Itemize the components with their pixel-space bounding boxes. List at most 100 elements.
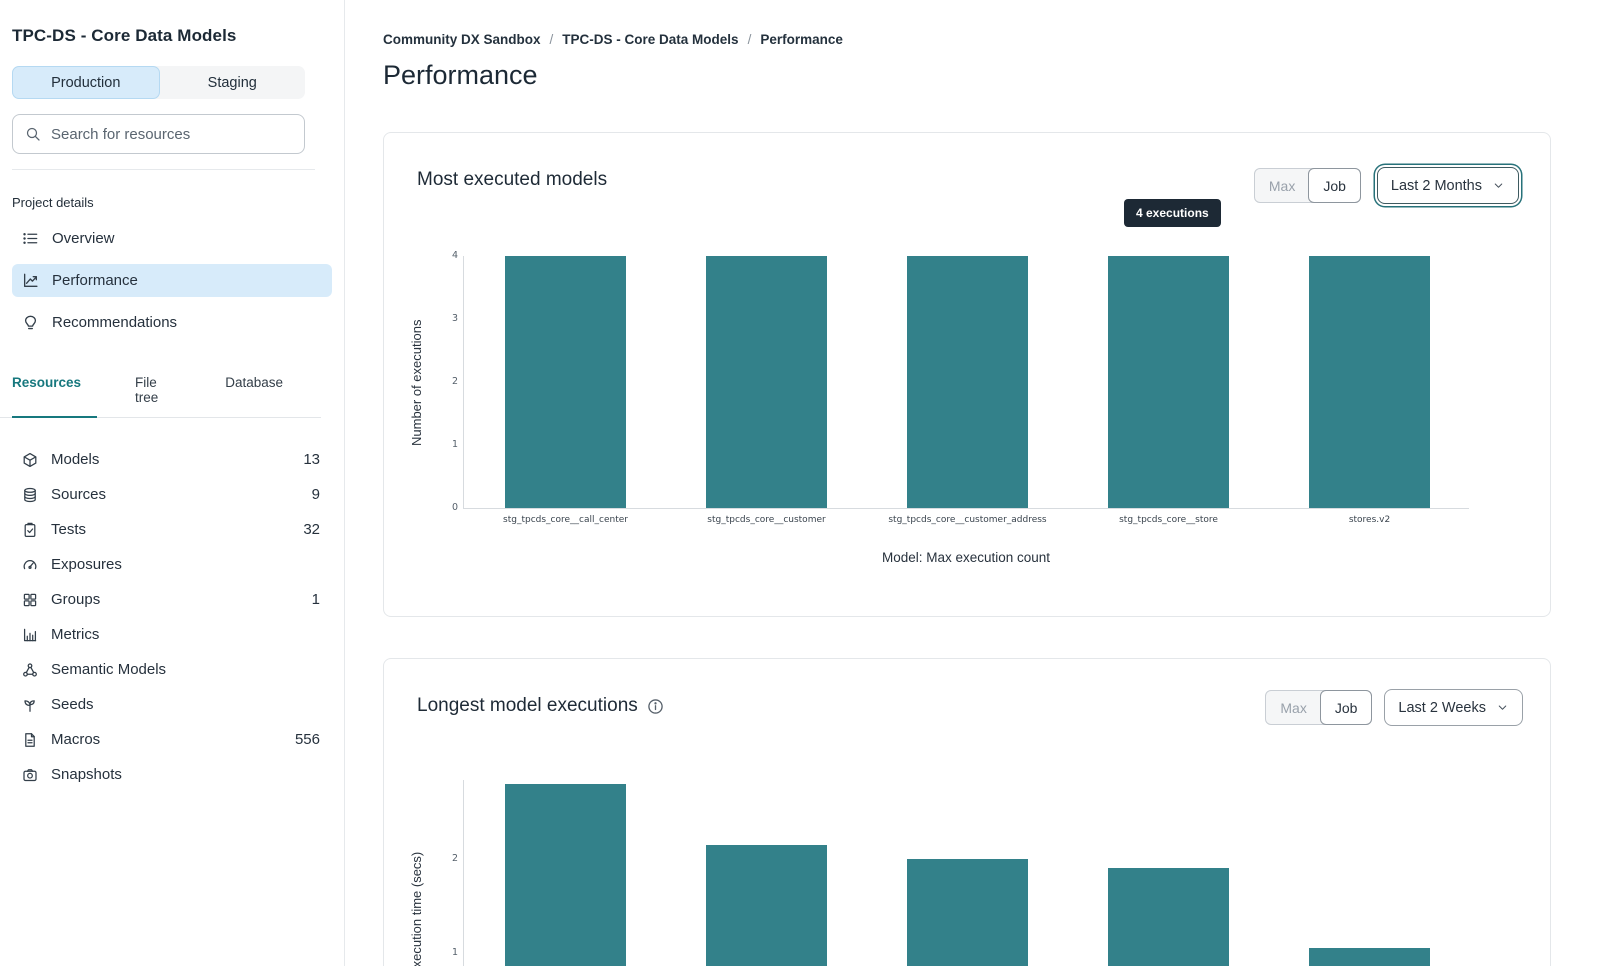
list-item-groups[interactable]: Groups 1: [12, 582, 332, 617]
list-item-exposures[interactable]: Exposures: [12, 547, 332, 582]
x-tick-label: stg_tpcds_core__store: [1119, 515, 1218, 525]
camera-icon: [22, 767, 38, 783]
chart-controls: Max Job Last 2 Months: [1253, 163, 1523, 208]
bar[interactable]: [907, 256, 1028, 508]
list-item-macros[interactable]: Macros 556: [12, 722, 332, 757]
job-button[interactable]: Job: [1319, 690, 1373, 725]
gauge-icon: [22, 557, 38, 573]
bar[interactable]: [907, 859, 1028, 966]
bar[interactable]: [505, 784, 626, 966]
list-item-seeds[interactable]: Seeds: [12, 687, 332, 722]
y-axis-title: Execution time (secs): [409, 851, 424, 966]
bar[interactable]: [706, 256, 827, 508]
list-item-models[interactable]: Models 13: [12, 442, 332, 477]
time-range-dropdown[interactable]: Last 2 Months: [1376, 167, 1519, 204]
x-tick-label: stg_tpcds_core__customer_address: [888, 515, 1047, 525]
bar[interactable]: [706, 845, 827, 966]
divider: [12, 169, 315, 170]
resource-label: Snapshots: [51, 766, 122, 783]
resource-count: 13: [303, 451, 320, 468]
breadcrumb-project[interactable]: TPC-DS - Core Data Models: [562, 32, 739, 47]
tab-database[interactable]: Database: [225, 375, 283, 390]
clipboard-check-icon: [22, 522, 38, 538]
search-box[interactable]: [12, 114, 305, 154]
chevron-down-icon: [1496, 701, 1509, 714]
lightbulb-icon: [22, 314, 39, 331]
sidebar-item-performance[interactable]: Performance: [12, 264, 332, 297]
resource-label: Sources: [51, 486, 107, 503]
max-job-toggle: Max Job: [1253, 168, 1361, 203]
breadcrumb-account[interactable]: Community DX Sandbox: [383, 32, 541, 47]
longest-model-executions-card: Longest model executions Max Job Last 2 …: [383, 658, 1551, 966]
y-tick-label: 2: [451, 376, 458, 387]
most-executed-models-card: Most executed models Max Job Last 2 Mont…: [383, 132, 1551, 617]
list-item-snapshots[interactable]: Snapshots: [12, 757, 332, 792]
project-title: TPC-DS - Core Data Models: [12, 26, 237, 45]
resource-label: Semantic Models: [51, 661, 167, 678]
chevron-down-icon: [1492, 179, 1505, 192]
resource-label: Metrics: [51, 626, 100, 643]
resource-label: Exposures: [51, 556, 122, 573]
list-icon: [22, 230, 39, 247]
list-item-semantic-models[interactable]: Semantic Models: [12, 652, 332, 687]
sidebar-item-label: Performance: [52, 272, 138, 289]
project-nav: Overview Performance Recommendations: [12, 222, 332, 339]
sidebar-item-label: Overview: [52, 230, 115, 247]
resource-label: Seeds: [51, 696, 94, 713]
seedling-icon: [22, 697, 38, 713]
sidebar-item-recommendations[interactable]: Recommendations: [12, 306, 332, 339]
dropdown-value: Last 2 Months: [1390, 177, 1482, 194]
job-button[interactable]: Job: [1308, 168, 1361, 203]
bar[interactable]: [1108, 256, 1229, 508]
chart-title: Most executed models: [417, 169, 608, 190]
bar[interactable]: [1108, 868, 1229, 966]
y-tick-label: 2: [451, 852, 458, 864]
graph-icon: [22, 662, 38, 678]
tab-file-tree[interactable]: File tree: [135, 375, 159, 405]
list-item-metrics[interactable]: Metrics: [12, 617, 332, 652]
page-title: Performance: [383, 60, 538, 90]
cube-icon: [22, 452, 38, 468]
list-item-tests[interactable]: Tests 32: [12, 512, 332, 547]
x-tick-label: stg_tpcds_core__customer: [707, 515, 826, 525]
bar-chart-executions: 0 1 2 3 4 stg_tpcds_core__call_center stg_tpcd…: [452, 250, 1469, 525]
tab-staging[interactable]: Staging: [207, 74, 257, 91]
list-item-sources[interactable]: Sources 9: [12, 477, 332, 512]
dropdown-value: Last 2 Weeks: [1398, 699, 1486, 716]
resource-count: 9: [311, 486, 320, 503]
resource-label: Macros: [51, 731, 101, 748]
bar[interactable]: [1309, 256, 1430, 508]
resource-count: 32: [303, 521, 320, 538]
resource-count: 556: [294, 731, 320, 748]
bar[interactable]: [1309, 948, 1430, 966]
sidebar-item-overview[interactable]: Overview: [12, 222, 332, 255]
breadcrumb: Community DX Sandbox / TPC-DS - Core Dat…: [383, 0, 1551, 47]
bar[interactable]: [505, 256, 626, 508]
search-icon: [25, 126, 41, 142]
environment-toggle: Production Staging: [12, 66, 305, 99]
max-job-toggle: Max Job: [1265, 690, 1373, 725]
breadcrumb-separator: /: [549, 32, 554, 47]
search-input[interactable]: [51, 125, 292, 143]
y-tick-label: 4: [451, 250, 458, 261]
info-icon[interactable]: [647, 698, 664, 715]
breadcrumb-current: Performance: [760, 32, 843, 47]
chart-title: Longest model executions: [417, 695, 638, 716]
max-button[interactable]: Max: [1280, 699, 1307, 716]
resource-label: Tests: [51, 521, 87, 538]
x-axis-title: Model: Max execution count: [881, 550, 1051, 565]
resource-label: Models: [51, 451, 100, 468]
resource-tabs: Resources File tree Database: [0, 375, 321, 418]
y-tick-label: 3: [451, 313, 458, 324]
sidebar-item-label: Recommendations: [52, 314, 178, 331]
time-range-dropdown[interactable]: Last 2 Weeks: [1384, 689, 1523, 726]
tab-production[interactable]: Production: [12, 66, 160, 99]
bar-chart-icon: [22, 627, 38, 643]
sidebar: TPC-DS - Core Data Models Production Sta…: [0, 0, 345, 966]
x-tick-label: stores.v2: [1348, 515, 1391, 525]
tab-resources[interactable]: Resources: [12, 375, 98, 418]
max-button[interactable]: Max: [1268, 177, 1296, 194]
chart-controls: Max Job Last 2 Weeks: [1265, 689, 1523, 726]
